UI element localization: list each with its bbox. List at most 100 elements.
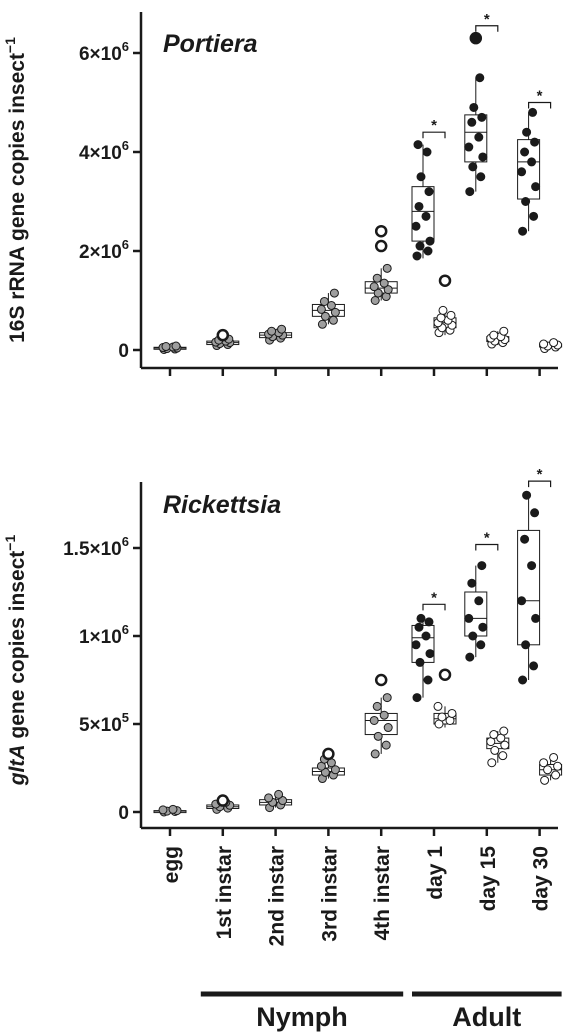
- data-point: [489, 330, 499, 340]
- data-point: [500, 740, 510, 750]
- data-point: [474, 132, 484, 142]
- significance-bracket: [475, 25, 499, 32]
- box-day-15-white: [486, 726, 510, 768]
- group-label: Adult: [452, 1002, 521, 1032]
- data-point: [530, 137, 540, 147]
- y-tick-label: 1.5×106: [63, 534, 129, 560]
- data-point: [168, 804, 178, 814]
- outlier-point: [469, 31, 483, 45]
- data-point: [382, 693, 392, 703]
- group-nymph: Nymph: [200, 991, 404, 1032]
- y-axis-label: gltA gene copies insect−1: [2, 535, 29, 787]
- box-day-30-white: [539, 752, 563, 785]
- data-point: [425, 649, 435, 659]
- data-point: [412, 693, 422, 703]
- data-point: [415, 241, 425, 251]
- outlier-point: [438, 668, 452, 681]
- data-point: [549, 338, 559, 348]
- y-tick-label: 2×106: [79, 237, 129, 263]
- box-day-15-black: [464, 561, 488, 662]
- data-point: [464, 142, 474, 152]
- box-body: [517, 529, 541, 646]
- significance-day-30: *: [528, 88, 552, 109]
- data-point: [278, 796, 288, 806]
- significance-label: *: [537, 466, 543, 483]
- data-point: [476, 172, 486, 182]
- box-day-15-black: [464, 31, 488, 197]
- box-egg: [153, 341, 187, 355]
- data-point: [467, 117, 477, 127]
- category-label-day-30: day 30: [530, 846, 553, 911]
- category-axis: egg 1st instar 2nd instar 3rd instar 4th ins…: [160, 846, 562, 1032]
- data-point: [436, 313, 446, 323]
- data-point: [468, 162, 478, 172]
- data-point: [520, 534, 530, 544]
- data-point: [330, 765, 340, 775]
- box-3rd-instar: [311, 288, 345, 329]
- data-point: [372, 273, 382, 283]
- data-point: [489, 730, 499, 740]
- box-day-15-white: [486, 326, 510, 349]
- box-1st-instar: [206, 328, 240, 351]
- data-point: [319, 296, 329, 306]
- data-point: [369, 282, 379, 292]
- data-point: [383, 723, 393, 733]
- data-point: [477, 561, 487, 571]
- panel-title: Rickettsia: [163, 491, 281, 519]
- data-point: [414, 622, 424, 632]
- box-egg: [153, 804, 187, 817]
- significance-day-1: *: [422, 589, 446, 611]
- data-point: [543, 765, 553, 775]
- data-point: [475, 73, 485, 83]
- data-point: [465, 652, 475, 662]
- data-point: [411, 221, 421, 231]
- data-point: [171, 341, 181, 351]
- data-point: [370, 749, 380, 759]
- data-point: [158, 805, 168, 815]
- data-point: [478, 152, 488, 162]
- data-point: [446, 310, 456, 320]
- data-point: [477, 112, 487, 122]
- data-point: [328, 315, 338, 325]
- group-adult: Adult: [412, 991, 562, 1032]
- group-label: Nymph: [256, 1002, 348, 1032]
- data-point: [465, 187, 475, 197]
- data-point: [381, 740, 391, 750]
- box-4th-instar: [364, 224, 398, 305]
- data-point: [437, 712, 447, 722]
- y-tick-label: 5×105: [79, 710, 129, 736]
- box-3rd-instar: [311, 747, 345, 784]
- data-point: [433, 701, 443, 711]
- data-point: [527, 157, 537, 167]
- outlier-point: [374, 673, 388, 687]
- data-point: [530, 508, 540, 518]
- data-point: [423, 246, 433, 256]
- category-label-day-1: day 1: [424, 846, 447, 900]
- data-point: [424, 187, 434, 197]
- data-point: [316, 304, 326, 314]
- data-point: [521, 640, 531, 650]
- significance-day-1: *: [422, 117, 446, 139]
- data-point: [329, 288, 339, 298]
- significance-bracket: [422, 131, 446, 139]
- outlier-point: [438, 274, 452, 287]
- data-point: [330, 307, 340, 317]
- box-day-1-white: [433, 668, 457, 729]
- data-point: [421, 211, 431, 221]
- data-point: [161, 342, 171, 352]
- y-axis-label: 16S rRNA gene copies insect−1: [2, 37, 29, 343]
- significance-day-30: *: [528, 466, 552, 488]
- y-tick-label: 0: [118, 341, 129, 362]
- data-point: [527, 561, 537, 571]
- box-2nd-instar: [259, 789, 293, 813]
- data-point: [274, 789, 284, 799]
- panel-title: Portiera: [163, 30, 258, 58]
- data-point: [421, 631, 431, 641]
- data-point: [425, 236, 435, 246]
- data-point: [412, 251, 422, 261]
- data-point: [277, 324, 287, 334]
- box-4th-instar: [364, 673, 398, 759]
- outlier-point: [322, 747, 335, 761]
- y-tick-label: 0: [118, 803, 129, 824]
- data-point: [326, 300, 336, 310]
